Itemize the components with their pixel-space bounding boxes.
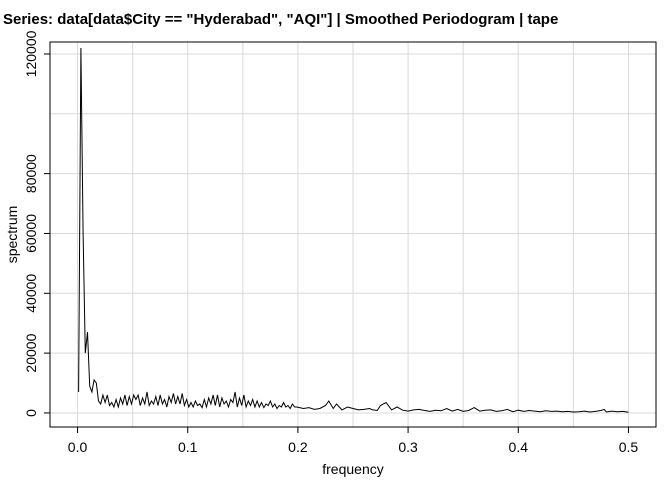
y-tick-label: 20000 [23, 333, 39, 372]
x-axis: 0.0 0.1 0.2 0.3 0.4 0.5 [68, 426, 639, 455]
spectrum-series-line [78, 47, 629, 413]
x-tick-label: 0.5 [619, 439, 639, 455]
y-axis-label: spectrum [4, 206, 20, 264]
x-tick-label: 0.4 [509, 439, 529, 455]
y-axis: 0 20000 40000 60000 80000 120000 [23, 30, 51, 417]
y-tick-label: 40000 [23, 274, 39, 313]
x-tick-label: 0.0 [68, 439, 88, 455]
x-tick-label: 0.2 [288, 439, 308, 455]
y-tick-label: 80000 [23, 154, 39, 193]
y-tick-label: 120000 [23, 30, 39, 77]
x-tick-label: 0.1 [178, 439, 198, 455]
y-tick-label: 0 [23, 409, 39, 417]
grid [50, 42, 656, 427]
x-axis-label: frequency [322, 461, 383, 477]
chart-title: Series: data[data$City == "Hyderabad", "… [3, 11, 558, 28]
y-tick-label: 60000 [23, 214, 39, 253]
x-tick-label: 0.3 [398, 439, 418, 455]
